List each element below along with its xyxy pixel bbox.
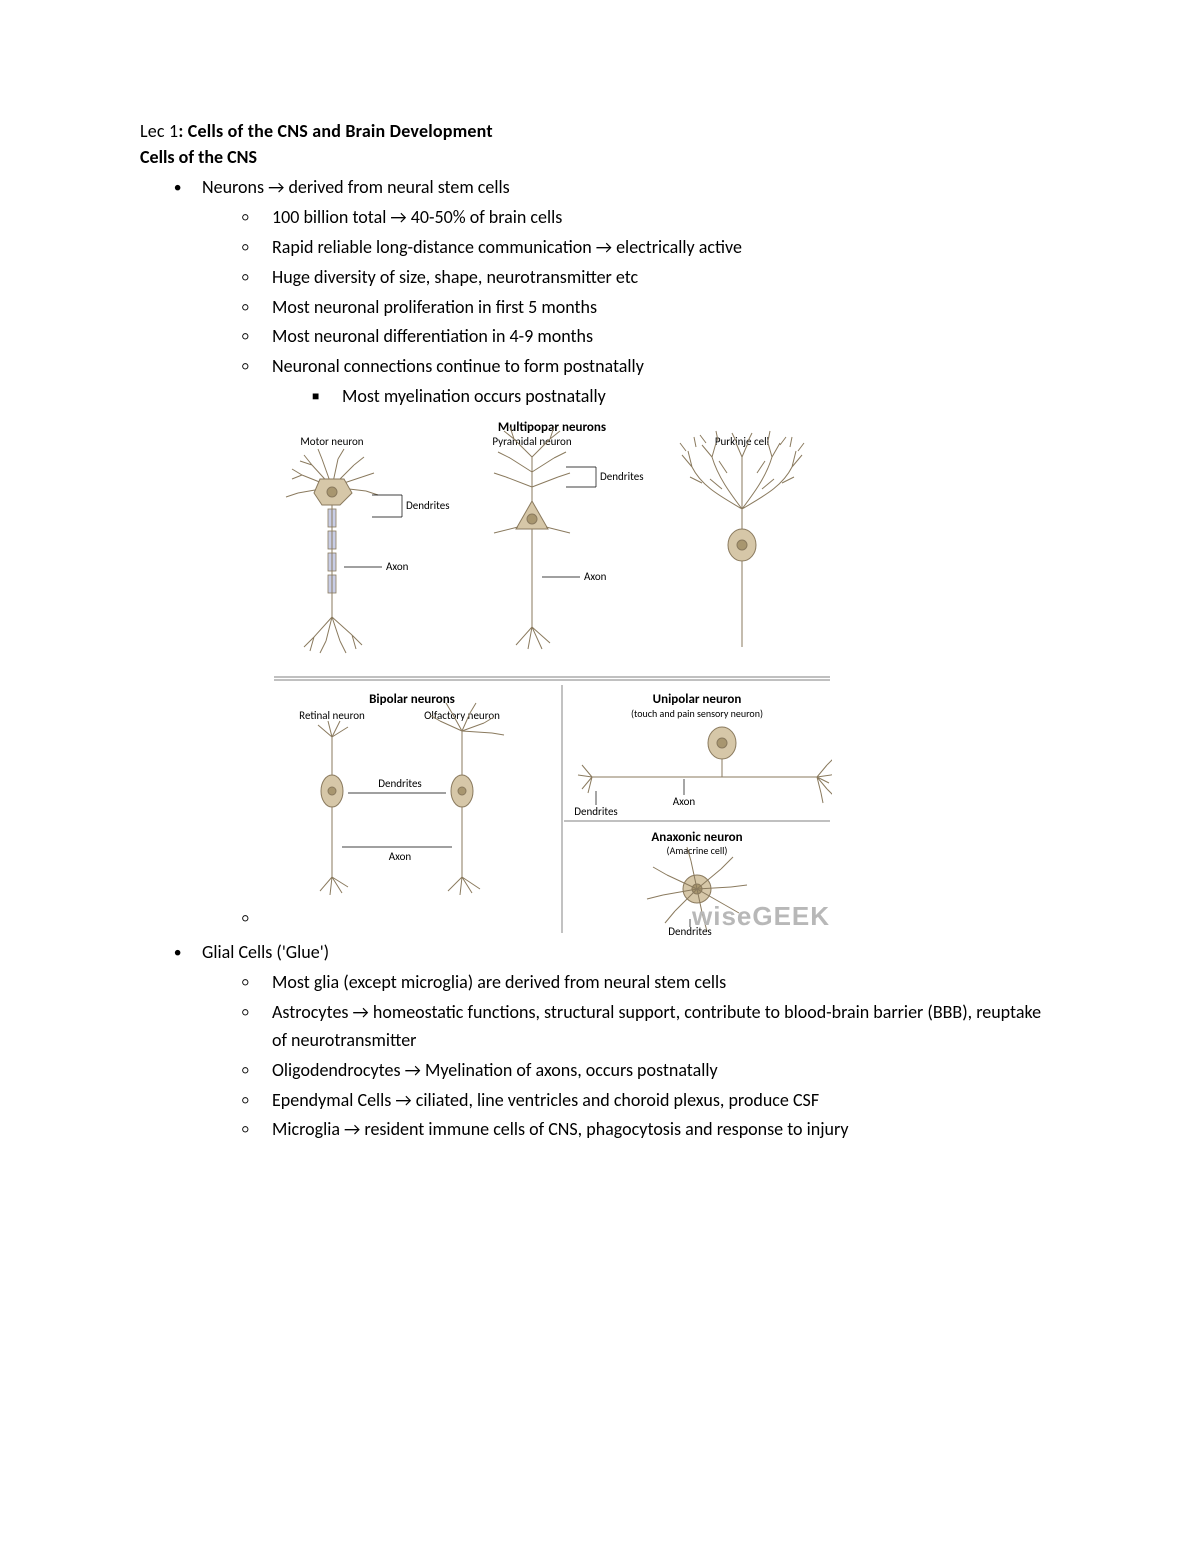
title-sep: : xyxy=(178,120,187,142)
cell-purkinje: Purkinje cell xyxy=(680,431,804,647)
fig-title-anaxonic: Anaxonic neuron xyxy=(651,830,742,845)
list-item: Most neuronal proliferation in first 5 m… xyxy=(272,294,1060,322)
list-item: Most neuronal differentiation in 4-9 mon… xyxy=(272,323,1060,351)
bullet-neurons-label: Neurons → derived from neural stem cells xyxy=(202,176,510,198)
list-item: Oligodendrocytes → Myelination of axons,… xyxy=(272,1057,1060,1085)
outline-level-3: Most myelination occurs postnatally xyxy=(272,383,1060,411)
label-axon: Axon xyxy=(584,570,607,583)
fig-subtitle-anaxonic: (Amacrine cell) xyxy=(667,844,728,857)
bullet-glial-label: Glial Cells ('Glue') xyxy=(202,941,329,963)
list-item-label: Neuronal connections continue to form po… xyxy=(272,355,644,377)
label-pyramidal: Pyramidal neuron xyxy=(492,435,571,448)
bullet-neurons: Neurons → derived from neural stem cells… xyxy=(202,174,1060,937)
list-item: Most myelination occurs postnatally xyxy=(342,383,1060,411)
cell-motor-neuron: Motor neuron xyxy=(286,435,450,653)
outline-level-2-neurons: 100 billion total → 40-50% of brain cell… xyxy=(202,204,1060,937)
outline-level-2-glial: Most glia (except microglia) are derived… xyxy=(202,969,1060,1144)
list-item: Astrocytes → homeostatic functions, stru… xyxy=(272,999,1060,1055)
neuron-diagram-svg: .nfill { fill:#d6c7a8; stroke:#8a7a5e; s… xyxy=(272,417,832,937)
label-axon: Axon xyxy=(389,850,412,863)
cell-pyramidal-neuron: Pyramidal neuron xyxy=(492,427,643,649)
list-item: Ependymal Cells → ciliated, line ventric… xyxy=(272,1087,1060,1115)
label-dendrites: Dendrites xyxy=(574,805,618,818)
label-dendrites: Dendrites xyxy=(378,777,422,790)
lecture-title: Lec 1: Cells of the CNS and Brain Develo… xyxy=(140,120,1060,142)
fig-title-unipolar: Unipolar neuron xyxy=(653,692,742,707)
list-item: 100 billion total → 40-50% of brain cell… xyxy=(272,204,1060,232)
panel-bipolar: Bipolar neurons Retinal neuron Olfactory… xyxy=(299,692,504,895)
label-axon: Axon xyxy=(673,795,696,808)
list-item: Microglia → resident immune cells of CNS… xyxy=(272,1116,1060,1144)
list-item: Neuronal connections continue to form po… xyxy=(272,353,1060,411)
label-axon: Axon xyxy=(386,560,409,573)
label-purkinje: Purkinje cell xyxy=(715,435,769,448)
bullet-glial: Glial Cells ('Glue') Most glia (except m… xyxy=(202,939,1060,1144)
outline-level-1: Neurons → derived from neural stem cells… xyxy=(140,174,1060,1144)
document-page: Lec 1: Cells of the CNS and Brain Develo… xyxy=(0,0,1200,1553)
label-dendrites: Dendrites xyxy=(406,499,450,512)
neuron-types-figure: .nfill { fill:#d6c7a8; stroke:#8a7a5e; s… xyxy=(272,417,1060,937)
list-item: Rapid reliable long-distance communicati… xyxy=(272,234,1060,262)
list-item: Huge diversity of size, shape, neurotran… xyxy=(272,264,1060,292)
panel-unipolar: Unipolar neuron (touch and pain sensory … xyxy=(574,692,832,818)
title-prefix: Lec 1 xyxy=(140,120,178,142)
figure-list-item: .nfill { fill:#d6c7a8; stroke:#8a7a5e; s… xyxy=(272,417,1060,937)
fig-title-bipolar: Bipolar neurons xyxy=(369,692,455,707)
section-heading-cells-cns: Cells of the CNS xyxy=(140,146,1060,168)
label-retinal: Retinal neuron xyxy=(299,709,365,722)
label-motor-neuron: Motor neuron xyxy=(300,435,363,448)
fig-subtitle-unipolar: (touch and pain sensory neuron) xyxy=(631,707,763,720)
title-rest: Cells of the CNS and Brain Development xyxy=(188,120,493,142)
list-item: Most glia (except microglia) are derived… xyxy=(272,969,1060,997)
label-dendrites: Dendrites xyxy=(600,470,644,483)
watermark-text: wiseGEEK xyxy=(691,901,830,931)
